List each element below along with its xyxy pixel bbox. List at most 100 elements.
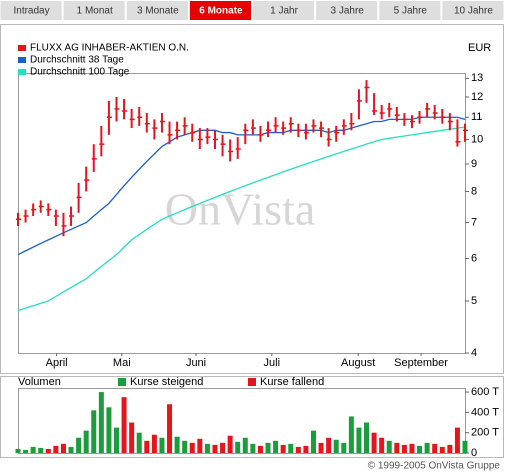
- y-tick-label: 200 T: [471, 427, 499, 439]
- y-tick-label: 400 T: [471, 406, 499, 418]
- volume-bar: [68, 446, 74, 453]
- y-tick-label: 12: [471, 91, 483, 103]
- x-tick-label: Juni: [186, 357, 206, 369]
- price-frame: [0, 24, 504, 374]
- volume-bar: [60, 443, 66, 453]
- volume-bar: [462, 440, 468, 453]
- legend-label: Durchschnitt 38 Tage: [30, 55, 124, 66]
- volume-bar: [204, 443, 210, 453]
- y-tick-label: 4: [471, 347, 477, 359]
- volume-bar: [417, 445, 423, 453]
- tab[interactable]: 6 Monate: [199, 6, 243, 17]
- volume-bar: [76, 437, 82, 453]
- volume-bar: [159, 437, 165, 453]
- y-tick-label: 0: [471, 447, 477, 459]
- average-line: [17, 116, 466, 256]
- volume-bar: [432, 443, 438, 453]
- volume-bar: [23, 449, 29, 453]
- volume-bar: [197, 438, 203, 453]
- tab-bg[interactable]: [0, 1, 62, 20]
- volume-bar: [91, 410, 97, 453]
- legend-label: FLUXX AG INHABER-AKTIEN O.N.: [30, 43, 189, 54]
- legend-swatch: [118, 378, 126, 386]
- y-tick-label: 11: [471, 111, 482, 123]
- x-tick-label: Juli: [264, 357, 281, 369]
- volume-bar: [333, 439, 339, 453]
- tab-bg[interactable]: [189, 1, 251, 20]
- volume-bar: [151, 434, 157, 453]
- volume-bar: [45, 448, 51, 453]
- legend-swatch: [18, 69, 26, 75]
- y-tick-label: 6: [471, 252, 477, 264]
- average-line: [17, 126, 466, 312]
- volume-bar: [447, 444, 453, 453]
- volume-bar: [295, 446, 301, 453]
- tab[interactable]: 10 Jahre: [454, 6, 493, 17]
- volume-bar: [15, 448, 21, 453]
- legend-swatch: [18, 57, 26, 63]
- volume-bar: [386, 440, 392, 453]
- x-tick-label: April: [46, 357, 68, 369]
- tab[interactable]: 5 Jahre: [394, 6, 428, 17]
- volume-bar: [227, 435, 233, 453]
- tab[interactable]: 1 Monat: [77, 6, 113, 17]
- tab[interactable]: 1 Jahr: [270, 6, 298, 17]
- volume-bar: [356, 427, 362, 453]
- copyright: © 1999-2005 OnVista Gruppe: [368, 461, 501, 472]
- volume-bar: [379, 437, 385, 453]
- y-tick-label: 7: [471, 216, 477, 228]
- volume-bar: [401, 444, 407, 453]
- volume-bar: [53, 445, 59, 453]
- volume-bar: [189, 442, 195, 453]
- tab[interactable]: Intraday: [13, 6, 49, 17]
- y-tick-label: 8: [471, 185, 477, 197]
- volume-bar: [83, 430, 89, 453]
- tab[interactable]: 3 Jahre: [331, 6, 365, 17]
- x-tick-label: Mai: [113, 357, 131, 369]
- volume-bar: [341, 442, 347, 453]
- volume-bar: [288, 443, 294, 453]
- x-tick-label: August: [341, 357, 375, 369]
- volume-bar: [318, 442, 324, 453]
- volume-bar: [113, 427, 119, 453]
- tab[interactable]: 3 Monate: [137, 6, 179, 17]
- watermark: OnVista: [165, 184, 316, 235]
- volume-bar: [273, 440, 279, 453]
- volume-bar: [30, 446, 36, 453]
- volume-bar: [371, 432, 377, 453]
- volume-bar: [129, 422, 135, 453]
- tab-bg[interactable]: [442, 1, 504, 20]
- volume-bar: [265, 442, 271, 453]
- volume-bar: [220, 442, 226, 453]
- tab-bg[interactable]: [379, 1, 441, 20]
- volume-bar: [174, 436, 180, 453]
- y-tick-label: 9: [471, 158, 477, 170]
- volume-bar: [424, 442, 430, 453]
- volume-bar: [106, 407, 112, 453]
- y-tick-label: 600 T: [471, 386, 499, 398]
- currency: EUR: [468, 42, 491, 54]
- volume-bar: [136, 432, 142, 453]
- volume-bar: [235, 441, 241, 453]
- volume-plot-area: [18, 388, 466, 454]
- tab-bg[interactable]: [126, 1, 188, 20]
- volume-bar: [303, 445, 309, 453]
- tab-bg[interactable]: [316, 1, 378, 20]
- tab-bg[interactable]: [253, 1, 315, 20]
- volume-bar: [394, 442, 400, 453]
- legend-swatch: [248, 378, 256, 386]
- legend-swatch: [18, 45, 26, 51]
- volume-bar: [98, 392, 104, 453]
- volume-frame: [0, 376, 504, 458]
- y-tick-label: 5: [471, 295, 477, 307]
- tab-bg[interactable]: [63, 1, 125, 20]
- volume-bar: [121, 397, 127, 453]
- legend-label: Kurse fallend: [260, 376, 324, 388]
- legend-label: Durchschnitt 100 Tage: [30, 67, 130, 78]
- volume-bar: [144, 440, 150, 453]
- volume-bar: [454, 427, 460, 453]
- volume-bar: [439, 446, 445, 453]
- volume-bar: [38, 447, 44, 453]
- volume-bar: [326, 437, 332, 453]
- volume-title: Volumen: [18, 376, 61, 388]
